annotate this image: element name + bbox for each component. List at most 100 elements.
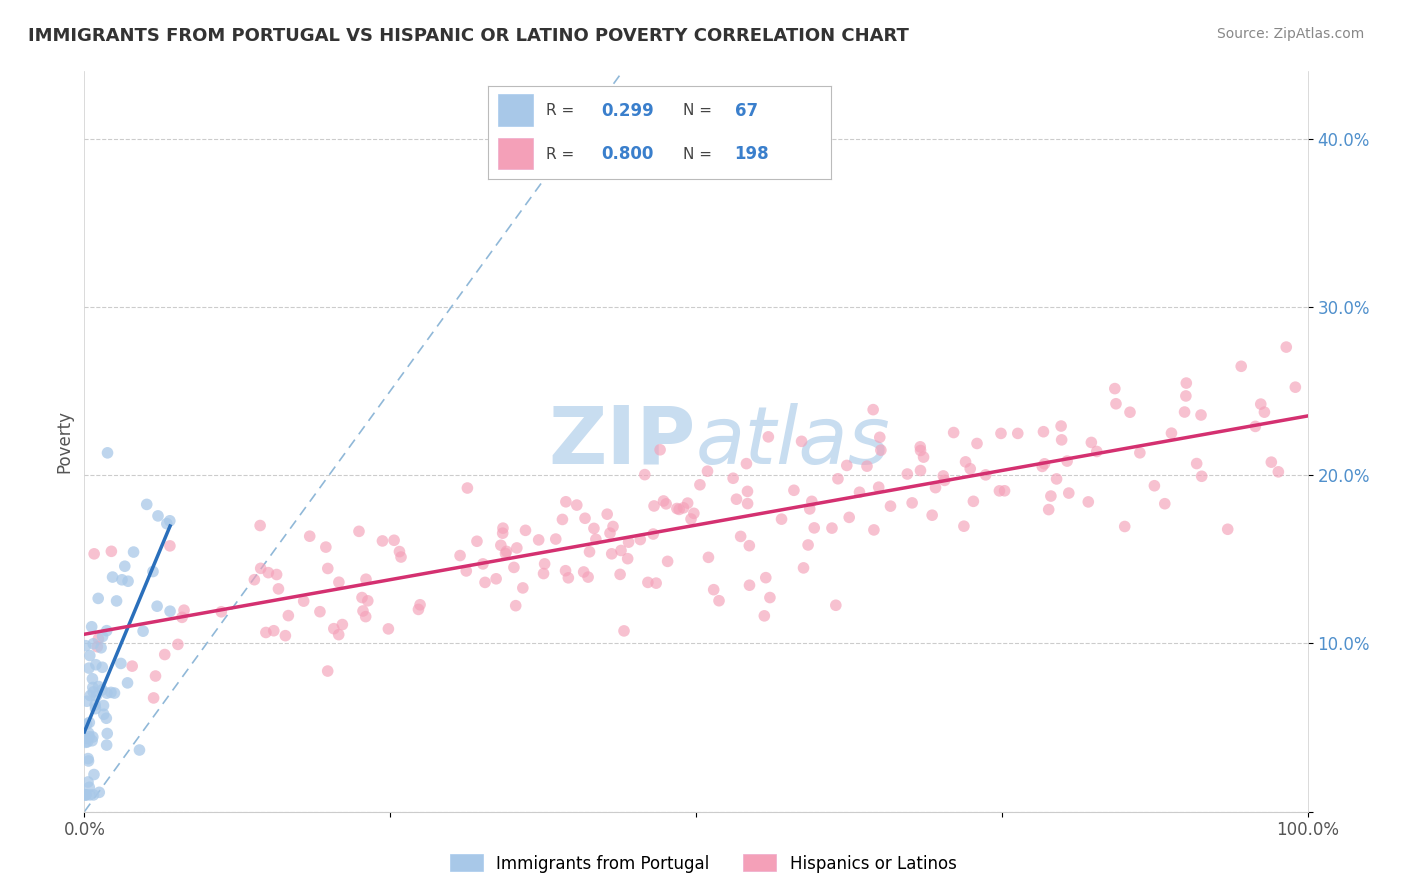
Point: [648, 442, 671, 457]
Point: [676, 496, 699, 510]
Point: [738, 539, 761, 553]
Point: [870, 443, 893, 458]
Text: IMMIGRANTS FROM PORTUGAL VS HISPANIC OR LATINO POVERTY CORRELATION CHART: IMMIGRANTS FROM PORTUGAL VS HISPANIC OR …: [28, 27, 910, 45]
Point: [79, 730, 101, 744]
Point: [527, 533, 550, 547]
Point: [495, 547, 517, 561]
Point: [707, 593, 730, 607]
Point: [602, 519, 624, 533]
Point: [799, 502, 821, 516]
Point: [110, 657, 132, 671]
Point: [1104, 382, 1126, 396]
Point: [82, 685, 104, 699]
Point: [1244, 419, 1267, 434]
Point: [75, 788, 97, 802]
Point: [1253, 405, 1275, 419]
Point: [912, 450, 935, 464]
Point: [263, 624, 285, 638]
Point: [668, 502, 690, 516]
Point: [77, 754, 100, 768]
Point: [863, 523, 886, 537]
Point: [75, 639, 97, 653]
Point: [962, 494, 984, 508]
Point: [755, 571, 778, 585]
Point: [249, 561, 271, 575]
Point: [628, 533, 651, 547]
Point: [103, 686, 125, 700]
Point: [83, 767, 105, 781]
Point: [600, 547, 623, 561]
Point: [1143, 479, 1166, 493]
Text: Source: ZipAtlas.com: Source: ZipAtlas.com: [1216, 27, 1364, 41]
Point: [492, 526, 515, 541]
Point: [533, 557, 555, 571]
Point: [357, 594, 380, 608]
Point: [316, 664, 339, 678]
Point: [132, 624, 155, 639]
Point: [377, 622, 399, 636]
Point: [142, 690, 165, 705]
Point: [173, 603, 195, 617]
Point: [77, 780, 100, 795]
Point: [84, 701, 107, 715]
Point: [738, 578, 761, 592]
Point: [554, 495, 576, 509]
Point: [83, 547, 105, 561]
Point: [91, 660, 114, 674]
Point: [1057, 486, 1080, 500]
Point: [79, 715, 101, 730]
Point: [100, 685, 122, 699]
Point: [953, 519, 976, 533]
Point: [75, 731, 97, 746]
Point: [1267, 465, 1289, 479]
Point: [959, 461, 981, 475]
Point: [665, 501, 688, 516]
Point: [1275, 340, 1298, 354]
Point: [503, 560, 526, 574]
Point: [1174, 389, 1197, 403]
Point: [159, 514, 181, 528]
Point: [266, 567, 288, 582]
Point: [1189, 408, 1212, 422]
Point: [848, 485, 870, 500]
Point: [277, 608, 299, 623]
Point: [82, 730, 104, 744]
Point: [77, 775, 100, 789]
Point: [1105, 397, 1128, 411]
Point: [932, 469, 955, 483]
Point: [1119, 405, 1142, 419]
Point: [86, 640, 108, 654]
Point: [93, 698, 115, 713]
Point: [696, 464, 718, 478]
Point: [910, 440, 932, 454]
Point: [76, 717, 98, 731]
Point: [449, 549, 471, 563]
Point: [679, 512, 702, 526]
Point: [267, 582, 290, 596]
Point: [84, 698, 107, 712]
Point: [96, 711, 118, 725]
Point: [1032, 425, 1054, 439]
Point: [1056, 454, 1078, 468]
Point: [896, 467, 918, 481]
Point: [737, 484, 759, 499]
Point: [879, 499, 901, 513]
Point: [354, 572, 377, 586]
Point: [111, 573, 134, 587]
Point: [96, 726, 118, 740]
Point: [1039, 489, 1062, 503]
Point: [82, 672, 104, 686]
Point: [533, 566, 555, 581]
Point: [128, 743, 150, 757]
Point: [1007, 426, 1029, 441]
Point: [298, 529, 321, 543]
Point: [1174, 405, 1197, 419]
Point: [790, 434, 813, 449]
Point: [75, 788, 97, 802]
Point: [328, 575, 350, 590]
Point: [934, 474, 956, 488]
Point: [974, 467, 997, 482]
Point: [576, 570, 599, 584]
Point: [643, 527, 665, 541]
Point: [578, 545, 600, 559]
